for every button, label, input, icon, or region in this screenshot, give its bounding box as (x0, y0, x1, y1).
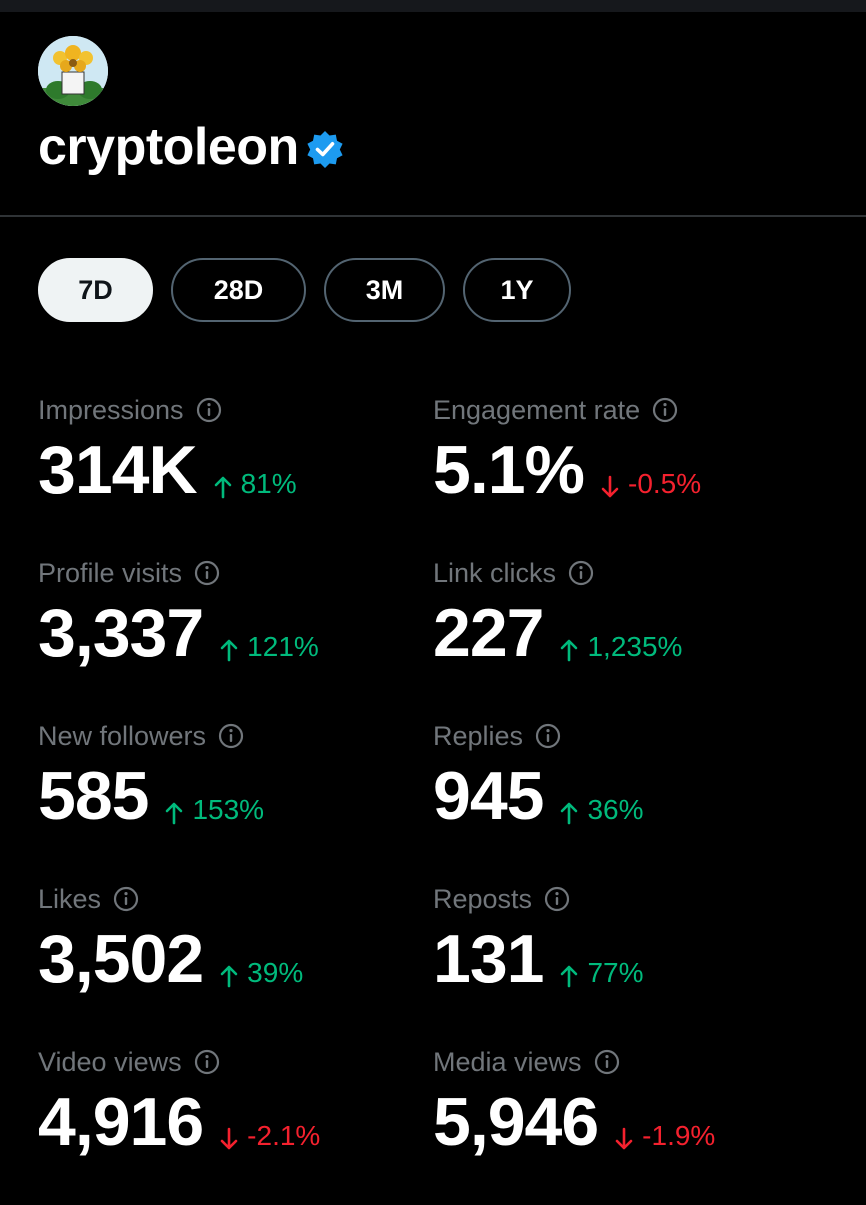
metric-delta-value: -2.1% (247, 1120, 321, 1151)
metric-delta-value: -1.9% (642, 1120, 716, 1151)
arrow-up-icon (561, 965, 578, 988)
verified-badge-icon (307, 131, 343, 168)
tab-3m[interactable]: 3M (324, 258, 445, 322)
metric-new-followers: New followers 585 153% (38, 716, 433, 879)
metric-delta-value: -0.5% (628, 468, 702, 499)
metric-label: Engagement rate (433, 395, 641, 425)
metric-label: Video views (38, 1047, 182, 1077)
arrow-up-icon (220, 965, 238, 988)
metric-value: 945 (433, 758, 544, 834)
avatar[interactable] (38, 36, 108, 106)
tab-28d[interactable]: 28D (171, 258, 306, 322)
arrow-up-icon (214, 476, 231, 499)
metric-delta: 39% (219, 953, 303, 993)
metric-delta-value: 77% (587, 957, 644, 988)
metric-delta: 81% (213, 464, 297, 504)
time-range-tabs: 7D 28D 3M 1Y (38, 258, 571, 322)
metric-label: Link clicks (433, 558, 557, 588)
metric-delta-value: 81% (240, 468, 297, 499)
arrow-down-icon (615, 1127, 633, 1150)
metric-delta-value: 1,235% (587, 631, 683, 662)
arrow-down-icon (220, 1127, 238, 1150)
metric-delta: -0.5% (600, 464, 701, 504)
metric-value: 3,337 (38, 595, 204, 671)
arrow-up-icon (166, 802, 183, 825)
metric-link-clicks: Link clicks 227 1,235% (433, 553, 828, 716)
profile-header: cryptoleon (0, 12, 866, 215)
info-icon[interactable] (568, 560, 594, 586)
arrow-up-icon (220, 639, 238, 662)
metric-replies: Replies 945 36% (433, 716, 828, 879)
arrow-up-icon (561, 802, 578, 825)
metric-profile-visits: Profile visits 3,337 121% (38, 553, 433, 716)
metric-label: Reposts (433, 884, 533, 914)
metric-impressions: Impressions 314K 81% (38, 390, 433, 553)
info-icon[interactable] (196, 397, 222, 423)
username[interactable]: cryptoleon (38, 118, 299, 176)
metric-label: Profile visits (38, 558, 183, 588)
info-icon[interactable] (594, 1049, 620, 1075)
metric-value: 227 (433, 595, 544, 671)
metric-value: 3,502 (38, 921, 204, 997)
metric-value: 314K (38, 432, 198, 508)
metrics-grid: Impressions 314K 81% Engagement rate 5.1… (38, 390, 838, 1205)
metric-delta: 121% (219, 627, 319, 667)
metric-delta-value: 36% (587, 794, 644, 825)
metric-value: 585 (38, 758, 149, 834)
info-icon[interactable] (194, 1049, 220, 1075)
header-divider (0, 215, 866, 217)
arrow-down-icon (601, 475, 619, 498)
metric-delta: 36% (559, 790, 644, 830)
tab-1y[interactable]: 1Y (463, 258, 571, 322)
info-icon[interactable] (218, 723, 244, 749)
info-icon[interactable] (194, 560, 220, 586)
metric-delta: 77% (559, 953, 644, 993)
metric-engagement-rate: Engagement rate 5.1% -0.5% (433, 390, 828, 553)
arrow-up-icon (561, 639, 578, 662)
metric-delta: -2.1% (219, 1116, 320, 1156)
metric-label: Impressions (38, 395, 184, 425)
avatar-image (38, 36, 108, 106)
metric-media-views: Media views 5,946 -1.9% (433, 1042, 828, 1205)
metric-delta: -1.9% (614, 1116, 715, 1156)
metric-label: Likes (38, 884, 102, 914)
metric-label: Media views (433, 1047, 582, 1077)
metric-reposts: Reposts 131 77% (433, 879, 828, 1042)
metric-likes: Likes 3,502 39% (38, 879, 433, 1042)
metric-label: Replies (433, 721, 524, 751)
status-strip (0, 0, 866, 12)
username-row: cryptoleon (38, 115, 345, 179)
metric-label: New followers (38, 721, 207, 751)
metric-value: 5.1% (433, 432, 585, 508)
info-icon[interactable] (113, 886, 139, 912)
metric-delta: 1,235% (559, 627, 682, 667)
tab-7d[interactable]: 7D (38, 258, 153, 322)
metric-delta-value: 121% (247, 631, 319, 662)
info-icon[interactable] (535, 723, 561, 749)
metric-delta-value: 39% (247, 957, 304, 988)
metric-value: 131 (433, 921, 544, 997)
metric-video-views: Video views 4,916 -2.1% (38, 1042, 433, 1205)
info-icon[interactable] (652, 397, 678, 423)
metric-value: 4,916 (38, 1084, 204, 1160)
metric-value: 5,946 (433, 1084, 599, 1160)
metric-delta: 153% (164, 790, 264, 830)
metric-delta-value: 153% (192, 794, 265, 825)
info-icon[interactable] (544, 886, 570, 912)
